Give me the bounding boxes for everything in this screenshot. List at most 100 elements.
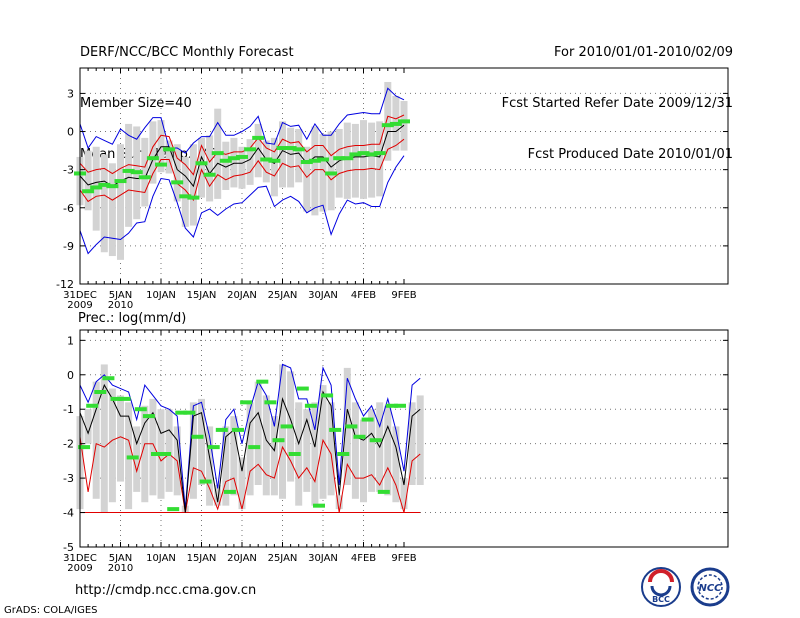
prec-observation-marker	[248, 445, 261, 450]
prec-ensemble-box	[384, 405, 392, 496]
temp-ytick-label: 3	[67, 87, 74, 100]
prec-xtick-year-label: 2010	[108, 563, 133, 574]
prec-ensemble-box	[327, 402, 335, 496]
prec-observation-marker	[151, 452, 163, 456]
temp-spread-high-line	[79, 114, 405, 176]
temp-observation-marker	[389, 121, 402, 126]
prec-observation-marker	[280, 424, 293, 429]
temp-observation-marker	[260, 157, 273, 162]
temp-observation-marker	[398, 119, 410, 124]
temp-observation-marker	[381, 123, 394, 128]
prec-xtick-year-label: 2009	[67, 563, 92, 574]
ncc-logo-text: NCC	[698, 583, 722, 594]
temp-ensemble-box	[198, 137, 205, 198]
temp-observation-marker	[138, 175, 151, 180]
temp-observation-marker	[219, 158, 232, 163]
temp-ensemble-box	[376, 121, 384, 197]
temp-ensemble-box	[157, 120, 165, 173]
temp-observation-marker	[195, 161, 208, 166]
temp-ensemble-box	[100, 154, 108, 253]
prec-ensemble-box	[400, 478, 408, 510]
prec-observation-marker	[86, 403, 99, 408]
prec-spread-low-line	[79, 436, 421, 513]
website-link[interactable]: http://cmdp.ncc.cma.gov.cn	[75, 583, 257, 598]
prec-observation-marker	[94, 390, 107, 394]
temp-observation-marker	[114, 179, 127, 184]
prec-ensemble-box	[262, 395, 270, 496]
temp-observation-marker	[130, 170, 143, 175]
temp-observation-marker	[236, 154, 248, 159]
prec-ytick-label: -2	[63, 438, 74, 451]
temp-observation-marker	[211, 151, 224, 156]
temp-observation-marker	[203, 172, 216, 177]
precipitation-label: Prec.: log(mm/d)	[78, 311, 186, 326]
temp-ensemble-box	[165, 140, 173, 174]
prec-ytick-label: 1	[67, 334, 74, 347]
prec-observation-marker	[118, 396, 131, 401]
prec-observation-marker	[353, 434, 366, 439]
prec-ensemble-box	[335, 495, 343, 510]
prec-ensemble-box	[368, 409, 376, 492]
temp-observation-marker	[163, 147, 176, 152]
prec-observation-marker	[394, 403, 406, 408]
prec-ensemble-box	[303, 409, 311, 492]
temp-ensemble-box	[230, 137, 238, 188]
temp-observation-marker	[244, 147, 257, 152]
temp-observation-marker	[82, 189, 95, 194]
temp-ensemble-min-line	[79, 155, 405, 255]
grads-credit: GrADS: COLA/IGES	[4, 605, 98, 616]
temp-observation-marker	[284, 146, 297, 151]
prec-observation-marker	[369, 438, 382, 443]
ncc-logo: NCC	[690, 567, 730, 607]
prec-observation-marker	[167, 507, 180, 512]
bcc-logo-text: BCC	[652, 595, 670, 604]
prec-observation-marker	[240, 400, 253, 405]
temp-observation-marker	[252, 135, 265, 140]
temp-observation-marker	[146, 156, 159, 161]
prec-observation-marker	[207, 445, 220, 450]
prec-ensemble-box	[117, 395, 124, 482]
prec-observation-marker	[175, 410, 188, 415]
temp-observation-marker	[373, 151, 386, 156]
forecast-period: For 2010/01/01-2010/02/09	[554, 45, 733, 60]
temp-observation-marker	[308, 158, 321, 163]
temp-ensemble-box	[108, 163, 116, 257]
prec-observation-marker	[313, 503, 325, 508]
prec-ensemble-box	[141, 405, 149, 503]
prec-observation-marker	[232, 427, 244, 432]
temp-ensemble-box	[173, 144, 181, 202]
temp-xtick-label: 5JAN	[109, 290, 132, 301]
temp-ensemble-box	[222, 141, 230, 190]
temp-ytick-label: -6	[63, 202, 74, 215]
temp-ensemble-box	[125, 123, 133, 227]
prec-ytick-label: -5	[63, 541, 74, 554]
prec-observation-marker	[159, 452, 172, 456]
prec-xtick-label: 31DEC	[63, 553, 97, 564]
temp-observation-marker	[292, 147, 305, 152]
temp-xtick-label: 9FEB	[391, 290, 416, 301]
temp-observation-marker	[276, 146, 289, 151]
temp-ensemble-box	[343, 122, 351, 199]
temp-spread-low-line	[79, 138, 405, 203]
temp-observation-marker	[341, 156, 354, 161]
prec-observation-marker	[385, 403, 398, 408]
temp-xtick-label: 15JAN	[187, 290, 217, 301]
prec-ensemble-box	[100, 364, 108, 513]
prec-observation-marker	[345, 424, 358, 429]
temp-observation-marker	[317, 157, 329, 162]
temp-ensemble-box	[287, 127, 295, 188]
temp-observation-marker	[333, 156, 346, 161]
prec-ensemble-box	[214, 485, 222, 506]
prec-ytick-label: -1	[63, 403, 74, 416]
prec-ensemble-box	[149, 398, 157, 496]
temp-observation-marker	[300, 160, 313, 165]
prec-ensemble-box	[279, 364, 286, 499]
temp-observation-marker	[325, 171, 338, 176]
forecast-produced-date: Fcst Produced Date 2010/01/01	[527, 147, 733, 162]
temp-observation-marker	[90, 185, 103, 190]
prec-observation-marker	[110, 396, 123, 401]
prec-ensemble-box	[311, 402, 319, 506]
prec-observation-marker	[191, 434, 204, 439]
prec-xtick-label: 25JAN	[268, 553, 298, 564]
